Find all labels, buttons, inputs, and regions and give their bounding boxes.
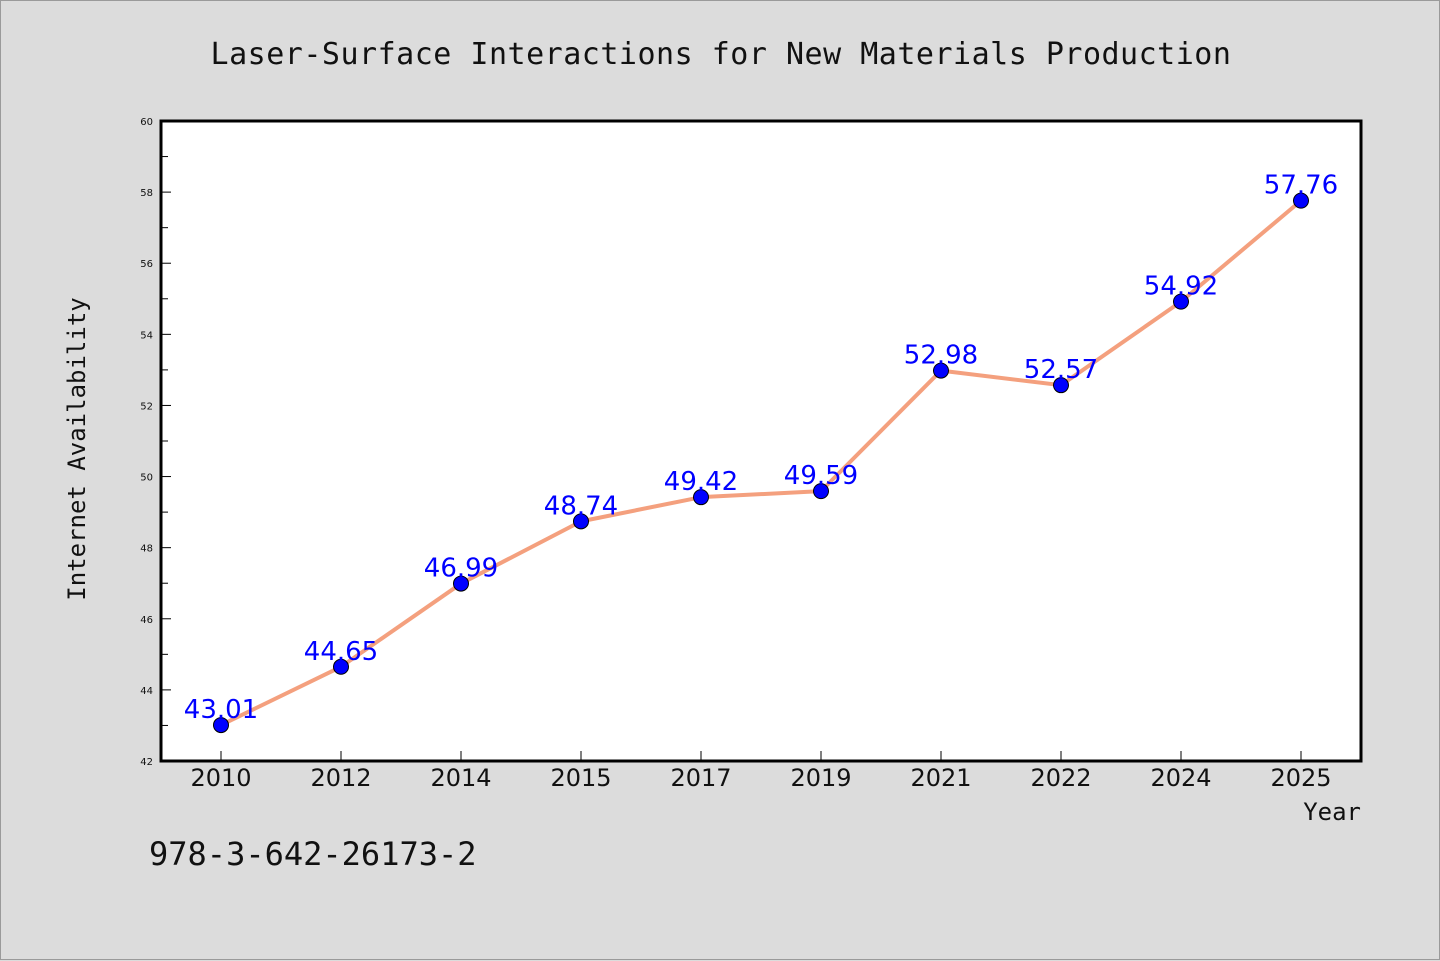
data-point [813, 483, 829, 500]
data-point [933, 362, 949, 379]
y-tick-label: 58 [140, 188, 153, 199]
x-tick-label: 2014 [430, 764, 491, 792]
y-tick-label: 52 [140, 401, 153, 412]
x-tick-label: 2021 [910, 764, 971, 792]
data-label: 52.57 [1024, 355, 1098, 385]
x-tick-label: 2017 [670, 764, 731, 792]
data-label: 44.65 [304, 637, 378, 667]
x-tick-label: 2012 [310, 764, 371, 792]
data-point [573, 513, 589, 530]
y-tick-label: 56 [140, 259, 153, 270]
y-tick-label: 60 [140, 117, 153, 128]
x-tick-label: 2019 [790, 764, 851, 792]
data-point [453, 575, 469, 592]
y-tick-label: 48 [140, 544, 153, 555]
data-point [1053, 377, 1069, 394]
y-tick-label: 50 [140, 473, 153, 484]
data-label: 57.76 [1264, 171, 1338, 201]
series-line [220, 199, 1303, 727]
data-point [213, 717, 229, 734]
data-label: 43.01 [184, 695, 258, 725]
x-tick-label: 2022 [1030, 764, 1091, 792]
data-label: 48.74 [544, 491, 618, 521]
series-layer: 43.01 44.65 46.99 48.74 49.42 49.59 52.98 52.57… [184, 171, 1338, 734]
data-point [333, 658, 349, 675]
y-tick-label: 54 [140, 330, 153, 341]
data-label: 49.59 [784, 461, 858, 491]
x-axis: 2010 2012 2014 2015 2017 2019 2021 2022 2024 2025 [190, 751, 1332, 792]
y-tick-label: 42 [140, 757, 153, 768]
footer-isbn: 978-3-642-26173-2 [149, 835, 477, 873]
data-label: 52.98 [904, 341, 978, 371]
data-point [1173, 293, 1189, 310]
data-label: 49.42 [664, 467, 738, 497]
x-axis-label: Year [1303, 798, 1361, 826]
chart-title: Laser-Surface Interactions for New Mater… [211, 37, 1232, 72]
y-axis-label: Internet Availability [63, 297, 91, 600]
x-tick-label: 2015 [550, 764, 611, 792]
data-point [1293, 192, 1309, 209]
data-point [693, 489, 709, 506]
x-tick-label: 2024 [1150, 764, 1211, 792]
data-label: 46.99 [424, 554, 498, 584]
y-axis: 42 44 46 48 50 52 54 56 58 60 [140, 117, 171, 768]
x-tick-label: 2010 [190, 764, 251, 792]
y-tick-label: 44 [140, 686, 153, 697]
data-label: 54.92 [1144, 272, 1218, 302]
x-tick-label: 2025 [1270, 764, 1331, 792]
y-tick-label: 46 [140, 615, 153, 626]
